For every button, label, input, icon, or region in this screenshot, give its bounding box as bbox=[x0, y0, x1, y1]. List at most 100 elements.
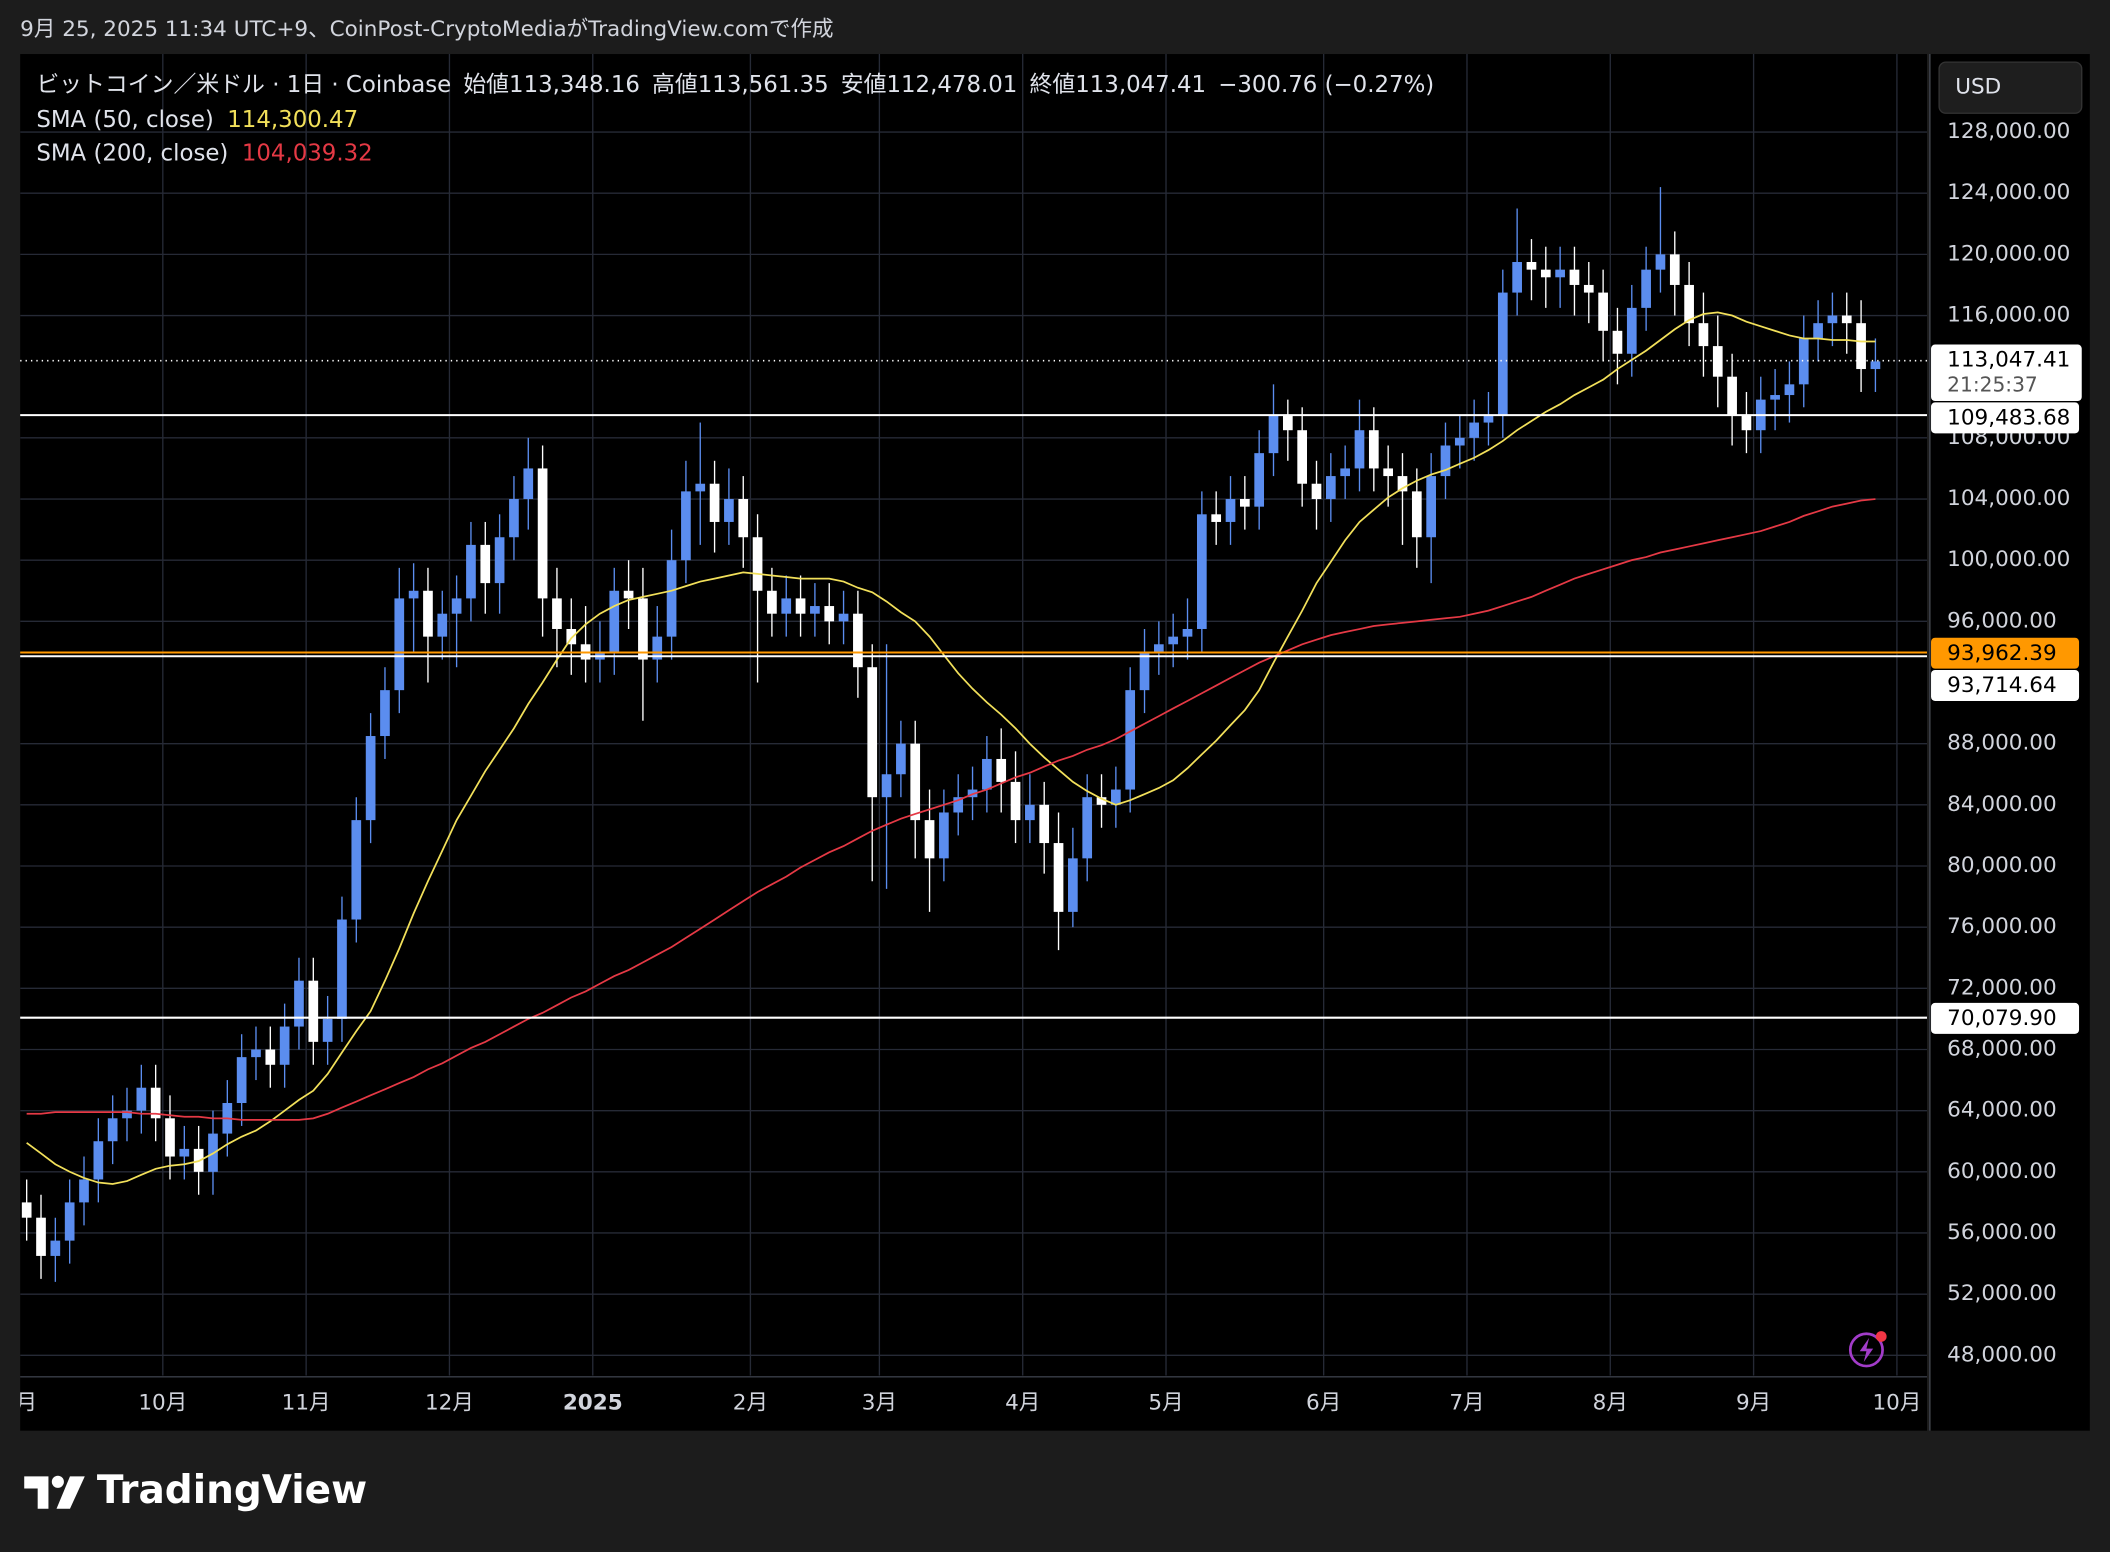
candle-body bbox=[509, 499, 519, 538]
candle-body bbox=[265, 1049, 276, 1065]
candle-body bbox=[924, 820, 935, 859]
candle-body bbox=[36, 1217, 46, 1256]
candle-body bbox=[523, 468, 534, 500]
candle-body bbox=[1827, 315, 1838, 324]
candle-body bbox=[79, 1179, 89, 1203]
logo-mark bbox=[24, 1476, 49, 1509]
candle-body bbox=[953, 797, 964, 813]
plot-area bbox=[20, 54, 1927, 1431]
alert-dot[interactable] bbox=[1875, 1331, 1887, 1342]
level-box bbox=[1931, 402, 2080, 434]
candle-body bbox=[1669, 254, 1680, 285]
y-tick-label: 88,000.00 bbox=[1947, 731, 2057, 756]
y-tick-label: 104,000.00 bbox=[1947, 486, 2070, 511]
alert-icon[interactable] bbox=[1848, 1331, 1887, 1368]
candle-body bbox=[1454, 437, 1465, 446]
candle-body bbox=[1841, 315, 1852, 324]
candle-body bbox=[982, 758, 992, 790]
candle-body bbox=[107, 1118, 118, 1142]
candle-body bbox=[867, 667, 878, 798]
candle-body bbox=[365, 736, 376, 821]
candle-body bbox=[1068, 858, 1078, 912]
candle-body bbox=[322, 1018, 333, 1042]
y-tick-label: 100,000.00 bbox=[1947, 547, 2070, 572]
candle-body bbox=[996, 758, 1007, 782]
x-tick-label: 2月 bbox=[733, 1391, 768, 1416]
candle-body bbox=[1311, 483, 1322, 500]
candle-body bbox=[1512, 262, 1522, 293]
candle-body bbox=[738, 499, 749, 538]
candle-body bbox=[709, 483, 720, 522]
legend-text: 始値 bbox=[463, 72, 509, 98]
y-tick-label: 80,000.00 bbox=[1947, 853, 2057, 878]
y-tick-label: 56,000.00 bbox=[1947, 1220, 2057, 1245]
candle-body bbox=[1813, 323, 1823, 339]
y-tick-label: 48,000.00 bbox=[1947, 1342, 2057, 1367]
candle-body bbox=[408, 590, 419, 599]
y-tick-label: 52,000.00 bbox=[1947, 1281, 2057, 1306]
candle-body bbox=[1297, 430, 1308, 484]
legend-text: 安値 bbox=[841, 72, 887, 98]
candle-body bbox=[609, 590, 620, 652]
candle-body bbox=[1010, 781, 1021, 821]
candle-body bbox=[380, 690, 390, 737]
price-axis-area bbox=[1931, 54, 2090, 1431]
candle-body bbox=[552, 598, 562, 629]
candle-body bbox=[1053, 843, 1064, 912]
x-tick-label: 3月 bbox=[862, 1391, 897, 1416]
candle-body bbox=[294, 980, 304, 1027]
legend-text: −300.76 (−0.27%) bbox=[1218, 72, 1434, 98]
candle-body bbox=[1239, 499, 1250, 507]
marks bbox=[21, 187, 1881, 1282]
x-tick-label: 2025 bbox=[563, 1391, 623, 1416]
candle-body bbox=[666, 560, 677, 637]
candle-body bbox=[1856, 323, 1866, 370]
candle-body bbox=[351, 820, 362, 920]
y-tick-label: 96,000.00 bbox=[1947, 608, 2057, 633]
candle-body bbox=[1483, 414, 1494, 423]
candle-body bbox=[308, 980, 319, 1042]
candle-body bbox=[652, 636, 663, 660]
candle-body bbox=[1125, 690, 1136, 790]
level-label: 109,483.68 bbox=[1947, 406, 2070, 431]
candle-body bbox=[1526, 262, 1537, 270]
candle-body bbox=[1139, 651, 1150, 691]
candle-body bbox=[1555, 269, 1565, 278]
candle-body bbox=[1770, 395, 1780, 400]
candle-body bbox=[1497, 292, 1508, 415]
candle-body bbox=[824, 606, 835, 622]
currency-label[interactable]: USD bbox=[1955, 75, 2001, 100]
currency-button[interactable] bbox=[1938, 61, 2083, 114]
candle-body bbox=[1684, 284, 1694, 324]
level-label: 70,079.90 bbox=[1947, 1006, 2057, 1031]
candle-body bbox=[122, 1110, 132, 1119]
logo-dot bbox=[51, 1475, 64, 1488]
candle-body bbox=[1583, 284, 1594, 293]
x-tick-label: 4月 bbox=[1005, 1391, 1040, 1416]
candle-body bbox=[1870, 361, 1881, 370]
x-tick-label: 12月 bbox=[425, 1391, 474, 1416]
legend-text: ビットコイン／米ドル · 1日 · Coinbase bbox=[36, 72, 451, 98]
alert-bolt[interactable] bbox=[1859, 1337, 1874, 1363]
candle-body bbox=[64, 1202, 75, 1241]
candle-body bbox=[1655, 254, 1666, 270]
caption: 9月 25, 2025 11:34 UTC+9、CoinPost-CryptoM… bbox=[20, 17, 833, 42]
sma-line bbox=[26, 311, 1876, 1185]
candle-body bbox=[165, 1118, 175, 1157]
candle-body bbox=[896, 743, 906, 775]
candle-body bbox=[1569, 269, 1580, 285]
candle-body bbox=[1354, 430, 1365, 469]
candle-body bbox=[1712, 346, 1723, 377]
candle-body bbox=[1082, 797, 1093, 859]
legend-text: 113,348.16 bbox=[509, 72, 640, 98]
legend-text: 112,478.01 bbox=[886, 72, 1017, 98]
y-tick-label: 84,000.00 bbox=[1947, 792, 2057, 817]
candle-body bbox=[566, 628, 577, 645]
x-tick-label: 5月 bbox=[1148, 1391, 1183, 1416]
candle-body bbox=[1727, 376, 1737, 415]
x-tick-label: 9月 bbox=[2, 1391, 37, 1416]
legend-text: 113,561.35 bbox=[698, 72, 829, 98]
alert-circle[interactable] bbox=[1848, 1332, 1884, 1368]
x-tick-label: 10月 bbox=[1872, 1391, 1921, 1416]
